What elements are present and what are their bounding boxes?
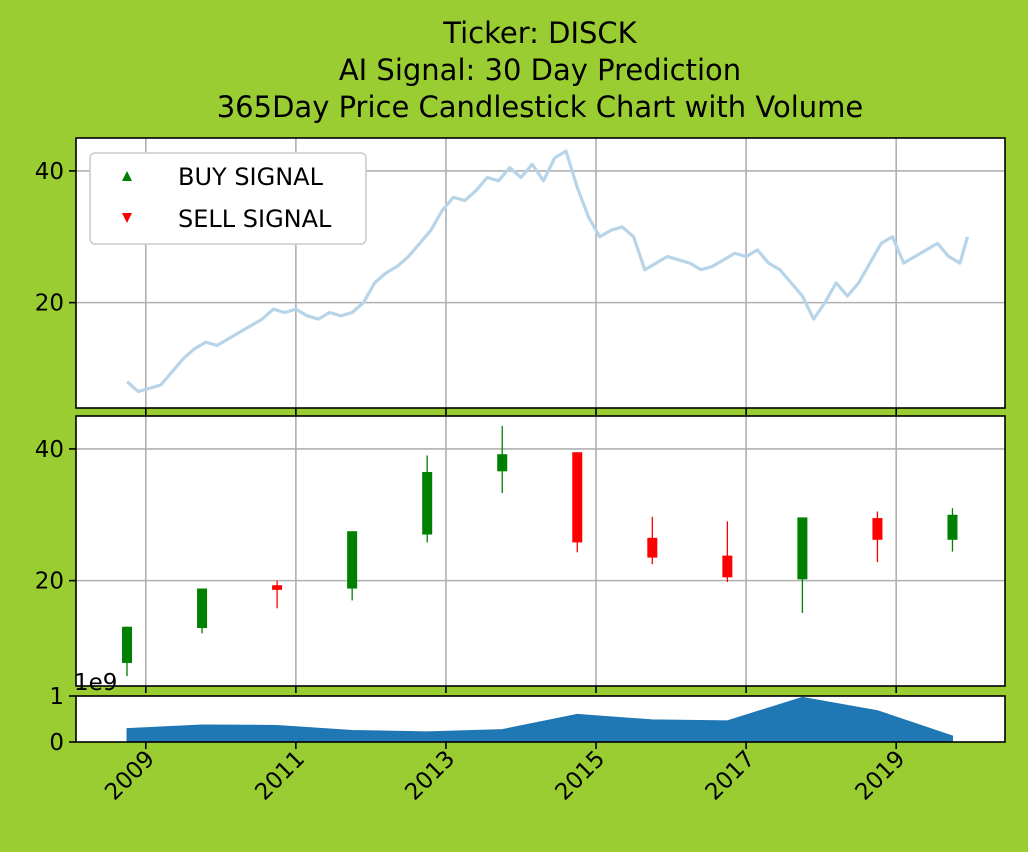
candle-body-8 [722,555,733,578]
xtick-label-2015: 2015 [550,746,610,806]
legend-label-0: BUY SIGNAL [178,163,324,191]
volume-panel-frame [75,695,1006,743]
candle-body-0 [122,626,133,663]
volume-ytick-label-1: 1 [49,684,64,710]
candle-body-5 [497,454,508,472]
candle-body-4 [422,471,433,535]
xtick-label-2011: 2011 [250,746,310,806]
candle-body-7 [647,537,658,558]
candle-body-11 [947,514,958,540]
price-ytick-label-40: 40 [35,159,64,185]
legend-box [89,152,367,245]
legend-marker-1 [122,213,132,223]
ohlc-panel-bg [76,416,1005,686]
xtick-label-2013: 2013 [400,746,460,806]
volume-ytick-label-0: 0 [49,730,64,756]
legend: BUY SIGNAL SELL SIGNAL [89,152,367,245]
candle-body-2 [272,585,283,590]
legend-label-1: SELL SIGNAL [178,205,332,233]
chart-title-line-2: AI Signal: 30 Day Prediction [338,53,742,87]
ohlc-panel-frame [75,415,1006,687]
ohlc-ytick-label-40: 40 [35,437,64,463]
chart-title-line-1: Ticker: DISCK [443,16,637,50]
candle-body-10 [872,518,883,540]
candle-body-1 [197,588,208,629]
price-panel-frame [75,137,1006,409]
candle-body-3 [347,531,358,589]
xtick-label-2009: 2009 [100,746,160,806]
volume-offset-label: 1e9 [74,670,117,696]
price-series-line [125,149,970,394]
volume-area [126,696,953,743]
ohlc-panel: 20 40 1e9 [35,415,1006,696]
ohlc-ytick-label-20: 20 [35,569,64,595]
price-ytick-label-20: 20 [35,291,64,317]
xtick-label-2017: 2017 [701,746,761,806]
legend-marker-0 [122,171,132,181]
chart-title-line-3: 365Day Price Candlestick Chart with Volu… [216,90,864,124]
volume-panel: 01 [49,684,1006,756]
candle-body-6 [572,452,583,543]
xtick-label-2019: 2019 [851,746,911,806]
candle-body-9 [797,517,808,580]
